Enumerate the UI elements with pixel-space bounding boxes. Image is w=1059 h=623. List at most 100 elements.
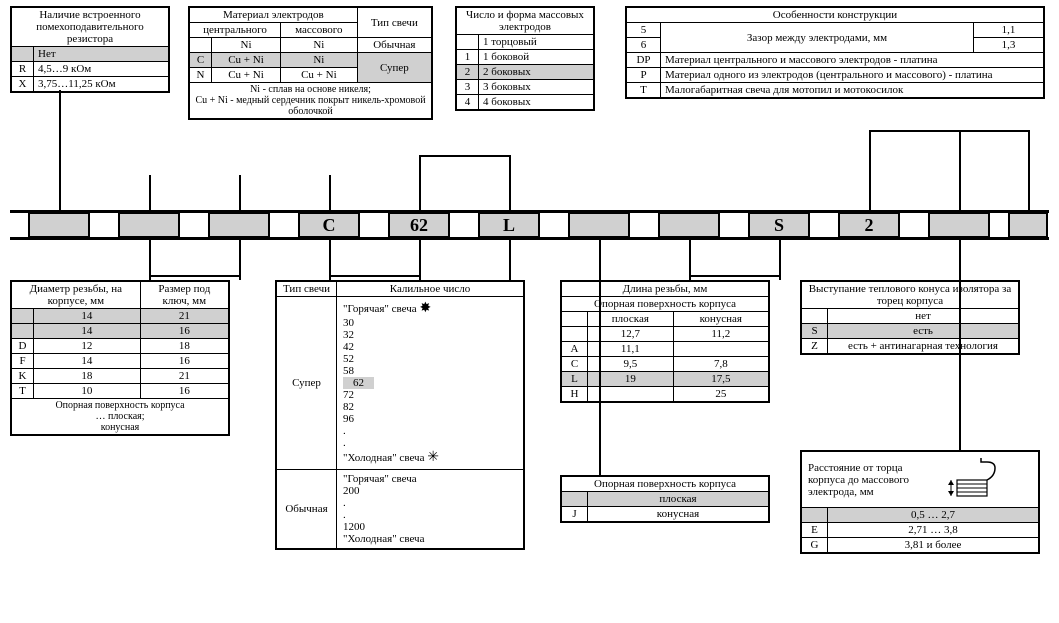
table-cell: 3 боковых [479, 80, 594, 95]
connector-line [1028, 130, 1030, 210]
table-cell [457, 35, 479, 50]
table-cell: T [627, 83, 661, 98]
table-cell: H [562, 387, 588, 402]
connector-line [509, 240, 511, 280]
heat-normal-label: Обычная [277, 470, 337, 549]
table-cell: 2 [457, 65, 479, 80]
heat-value: . [343, 437, 517, 449]
table-cell: 14 [34, 309, 141, 324]
table-cell [12, 47, 34, 62]
connector-line [689, 275, 779, 277]
heat-value: 62 [343, 377, 517, 389]
thread-head2: Размер под ключ, мм [140, 282, 228, 309]
connector-line [329, 240, 331, 280]
cone-title: Выступание теплового конуса изолятора за… [802, 282, 1019, 309]
code-box-4: 62 [388, 212, 450, 238]
dist-title: Расстояние от торца корпуса до массового… [808, 462, 938, 498]
table-cell: Материал одного из электродов (центральн… [661, 68, 1044, 83]
table-cell: Нет [34, 47, 169, 62]
table-cell [802, 508, 828, 523]
code-box-3: C [298, 212, 360, 238]
table-cell: 7,8 [673, 357, 768, 372]
table-cell: 4,5…9 кОм [34, 62, 169, 77]
panel-electrode-material: Материал электродов Тип свечи центрально… [188, 6, 433, 120]
table-cell: 12 [34, 339, 141, 354]
table-cell: 1 торцовый [479, 35, 594, 50]
table-cell: Cu + Ni [212, 53, 281, 68]
connector-line [419, 155, 421, 210]
thread-head1: Диаметр резьбы, на корпусе, мм [12, 282, 141, 309]
connector-line [239, 175, 241, 210]
connector-line [419, 155, 509, 157]
table-cell: P [627, 68, 661, 83]
table-cell: Супер [357, 53, 431, 83]
heat-super-cell: "Горячая" свеча ✸303242525862728296.."Хо… [337, 297, 524, 470]
code-box-2 [208, 212, 270, 238]
connector-line [239, 240, 241, 280]
connector-line [959, 130, 961, 210]
table-cell: конусная [588, 507, 769, 522]
em-type-head: Тип свечи [357, 8, 431, 38]
panel-cone: Выступание теплового конуса изолятора за… [800, 280, 1020, 355]
code-box-0 [28, 212, 90, 238]
resistor-title: Наличие встроенного помехоподавительного… [12, 8, 169, 47]
heat-value: 82 [343, 401, 517, 413]
table-cell: E [802, 523, 828, 538]
heat-value: . [343, 497, 517, 509]
table-cell: J [562, 507, 588, 522]
connector-line [59, 90, 61, 210]
thread-note: Опорная поверхность корпуса… плоская; ко… [12, 399, 229, 435]
table-cell: Зазор между электродами, мм [661, 23, 974, 53]
panel-electrode-count: Число и форма массовых электродов 1 торц… [455, 6, 595, 111]
em-note: Ni - сплав на основе никеля;Cu + Ni - ме… [190, 83, 432, 119]
table-cell: 16 [140, 354, 228, 369]
table-cell: 1,1 [974, 23, 1044, 38]
em-title: Материал электродов [190, 8, 358, 23]
table-cell: Cu + Ni [212, 68, 281, 83]
table-cell: Обычная [357, 38, 431, 53]
code-box-10 [928, 212, 990, 238]
table-cell: есть [828, 324, 1019, 339]
table-cell: 3,75…11,25 кОм [34, 77, 169, 92]
table-cell: A [562, 342, 588, 357]
panel-resistor: Наличие встроенного помехоподавительного… [10, 6, 170, 93]
panel-distance: Расстояние от торца корпуса до массового… [800, 450, 1040, 554]
table-cell [12, 309, 34, 324]
connector-line [149, 275, 239, 277]
tl-cone-head: конусная [673, 312, 768, 327]
table-cell: 14 [34, 354, 141, 369]
table-cell: 4 боковых [479, 95, 594, 110]
table-cell: 17,5 [673, 372, 768, 387]
table-cell: есть + антинагарная технология [828, 339, 1019, 354]
table-cell: N [190, 68, 212, 83]
table-cell: 3,81 и более [828, 538, 1039, 553]
connector-line [959, 240, 961, 450]
heat-value: . [343, 425, 517, 437]
code-box-1 [118, 212, 180, 238]
heat-value: 30 [343, 317, 517, 329]
table-cell: C [562, 357, 588, 372]
table-cell: 21 [140, 309, 228, 324]
table-cell [190, 38, 212, 53]
panel-heat: Тип свечи Калильное число Супер "Горячая… [275, 280, 525, 550]
sun-icon: ✸ [419, 301, 431, 316]
code-box-7 [658, 212, 720, 238]
sparkplug-icon [941, 456, 1001, 503]
table-cell: T [12, 384, 34, 399]
heat-head2: Калильное число [337, 282, 524, 297]
table-cell: 2,71 … 3,8 [828, 523, 1039, 538]
table-cell: 16 [140, 324, 228, 339]
heat-value: 32 [343, 329, 517, 341]
table-cell: D [12, 339, 34, 354]
heat-normal-cell: "Горячая" свеча200..1200"Холодная" свеча [337, 470, 524, 549]
table-cell: S [802, 324, 828, 339]
table-cell: 4 [457, 95, 479, 110]
connector-line [149, 240, 151, 280]
panel-surface2: Опорная поверхность корпуса плоскаяJкону… [560, 475, 770, 523]
heat-value: 1200 [343, 521, 517, 533]
table-cell [673, 342, 768, 357]
heat-value: . [343, 509, 517, 521]
table-cell: Материал центрального и массового электр… [661, 53, 1044, 68]
table-cell: Малогабаритная свеча для мотопил и моток… [661, 83, 1044, 98]
connector-line [419, 240, 421, 280]
